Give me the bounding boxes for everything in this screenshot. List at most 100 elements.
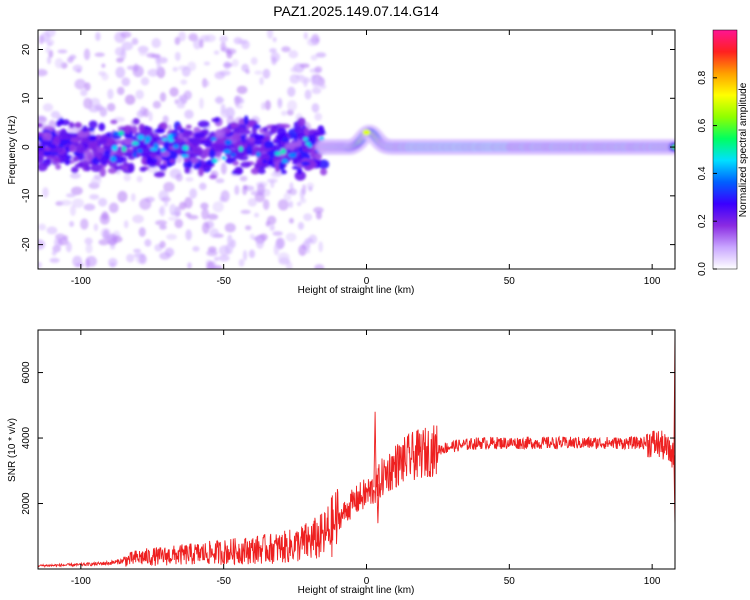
heatmap-cell — [112, 131, 119, 136]
heatmap-cell — [176, 103, 186, 109]
heatmap-cell — [251, 127, 258, 135]
snr-panel: -100 -50 0 50 100 2000 4000 6000 Height of stra… — [7, 329, 676, 596]
heatmap-cell — [214, 143, 227, 150]
heatmap-cell — [144, 140, 150, 144]
heatmap-cell — [218, 245, 231, 256]
heatmap-cell — [319, 83, 327, 90]
heatmap-cell — [80, 89, 88, 97]
heatmap-cell — [164, 247, 175, 257]
heatmap-cell — [281, 158, 288, 164]
heatmap-cell — [214, 129, 226, 139]
heatmap-cell — [312, 131, 321, 137]
colorbar-gradient — [712, 29, 738, 270]
x-tick-label: -50 — [216, 576, 231, 587]
heatmap-cell — [284, 143, 291, 150]
heatmap-cell — [253, 134, 265, 140]
heatmap-cell — [240, 209, 251, 215]
heatmap-cell — [230, 122, 240, 128]
heatmap-peak — [362, 129, 371, 136]
heatmap-cell — [254, 192, 266, 203]
colorbar-ticks: 0.0 0.2 0.4 0.6 0.8 — [697, 70, 717, 276]
y-tick-label: 2000 — [21, 492, 32, 515]
heatmap-cell — [174, 51, 181, 61]
heatmap-cell — [116, 57, 124, 63]
heatmap-cell — [273, 243, 280, 256]
heatmap-cell — [144, 239, 152, 247]
heatmap-cell — [74, 163, 85, 168]
heatmap-cell — [108, 257, 118, 268]
x-tick-label: 0 — [364, 576, 370, 587]
heatmap-cell — [313, 206, 324, 214]
heatmap-cell — [260, 102, 266, 110]
heatmap-cell — [115, 139, 123, 144]
heatmap-cell — [103, 150, 111, 158]
heatmap-cell — [315, 52, 327, 58]
heatmap-cell — [157, 57, 168, 64]
heatmap-cell — [238, 146, 243, 152]
heatmap-cell — [208, 149, 216, 159]
heatmap-cell — [180, 154, 189, 158]
heatmap-cell — [172, 144, 179, 149]
heatmap-cell — [300, 161, 311, 166]
heatmap-cell — [74, 78, 87, 90]
heatmap-cell — [83, 48, 91, 61]
heatmap-cell — [132, 152, 137, 158]
heatmap-cell — [108, 202, 119, 214]
colorbar-label: Normalized spectral amplitude — [738, 82, 749, 217]
snr-plot-area — [38, 330, 675, 569]
heatmap-cell — [213, 50, 220, 55]
heatmap-cell — [38, 223, 47, 231]
heatmap-cell — [42, 187, 49, 198]
heatmap-cell — [93, 223, 99, 232]
heatmap-cell — [289, 74, 300, 84]
heatmap-cell — [88, 120, 98, 129]
spectrogram-heatmap — [38, 30, 675, 269]
heatmap-cell — [46, 38, 55, 46]
heatmap-cell — [140, 77, 150, 86]
heatmap-cell — [190, 136, 202, 147]
heatmap-cell — [121, 77, 131, 87]
heatmap-cell — [46, 56, 52, 65]
heatmap-cell — [254, 70, 263, 75]
heatmap-cell — [48, 49, 54, 59]
heatmap-cell — [193, 126, 201, 133]
heatmap-cell — [185, 176, 194, 182]
heatmap-cell — [54, 57, 64, 69]
heatmap-cell — [310, 148, 316, 158]
heatmap-cell — [199, 97, 204, 110]
heatmap-cell — [187, 262, 192, 269]
y-tick-label: 4000 — [21, 426, 32, 449]
heatmap-cell — [182, 145, 189, 151]
heatmap-cell — [127, 162, 135, 173]
heatmap-cell — [214, 265, 223, 269]
heatmap-cell — [256, 151, 261, 157]
heatmap-cell — [245, 69, 250, 75]
heatmap-cell — [210, 137, 217, 141]
heatmap-cell — [43, 146, 51, 152]
heatmap-cell — [199, 39, 204, 49]
heatmap-cell — [238, 258, 245, 267]
heatmap-cell — [272, 37, 277, 43]
heatmap-blobs — [38, 30, 675, 269]
heatmap-cell — [83, 97, 93, 109]
heatmap-cell — [199, 182, 207, 191]
heatmap-cell — [124, 128, 131, 134]
heatmap-cell — [290, 152, 297, 156]
heatmap-cell — [305, 248, 311, 254]
heatmap-cell — [147, 68, 160, 77]
heatmap-cell — [261, 159, 268, 164]
heatmap-cell — [298, 244, 307, 256]
heatmap-cell — [277, 252, 290, 263]
heatmap-cell — [257, 183, 266, 196]
heatmap-cell — [281, 137, 290, 143]
heatmap-cell — [38, 69, 48, 77]
heatmap-cell — [244, 225, 252, 231]
heatmap-cell — [314, 112, 323, 121]
heatmap-cell — [136, 175, 143, 183]
heatmap-cell — [303, 127, 310, 136]
heatmap-cell — [141, 156, 148, 165]
heatmap-cell — [226, 50, 233, 59]
heatmap-cell — [38, 116, 48, 124]
y-tick-label: 20 — [21, 44, 32, 56]
